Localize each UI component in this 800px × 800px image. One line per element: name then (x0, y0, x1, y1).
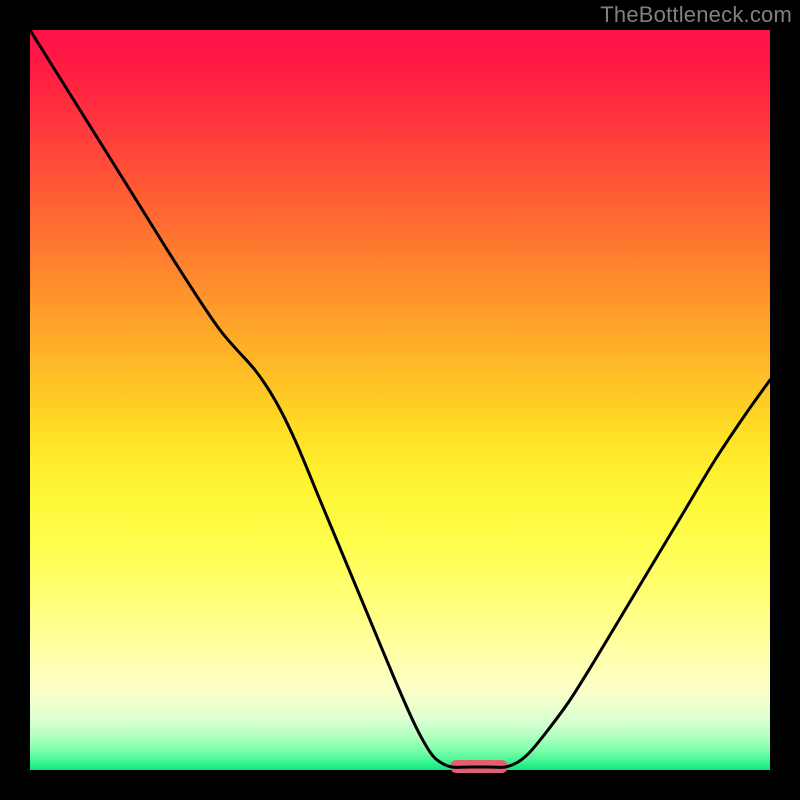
gradient-background (30, 30, 770, 770)
bottleneck-chart (0, 0, 800, 800)
chart-stage: TheBottleneck.com (0, 0, 800, 800)
watermark-text: TheBottleneck.com (600, 2, 792, 28)
